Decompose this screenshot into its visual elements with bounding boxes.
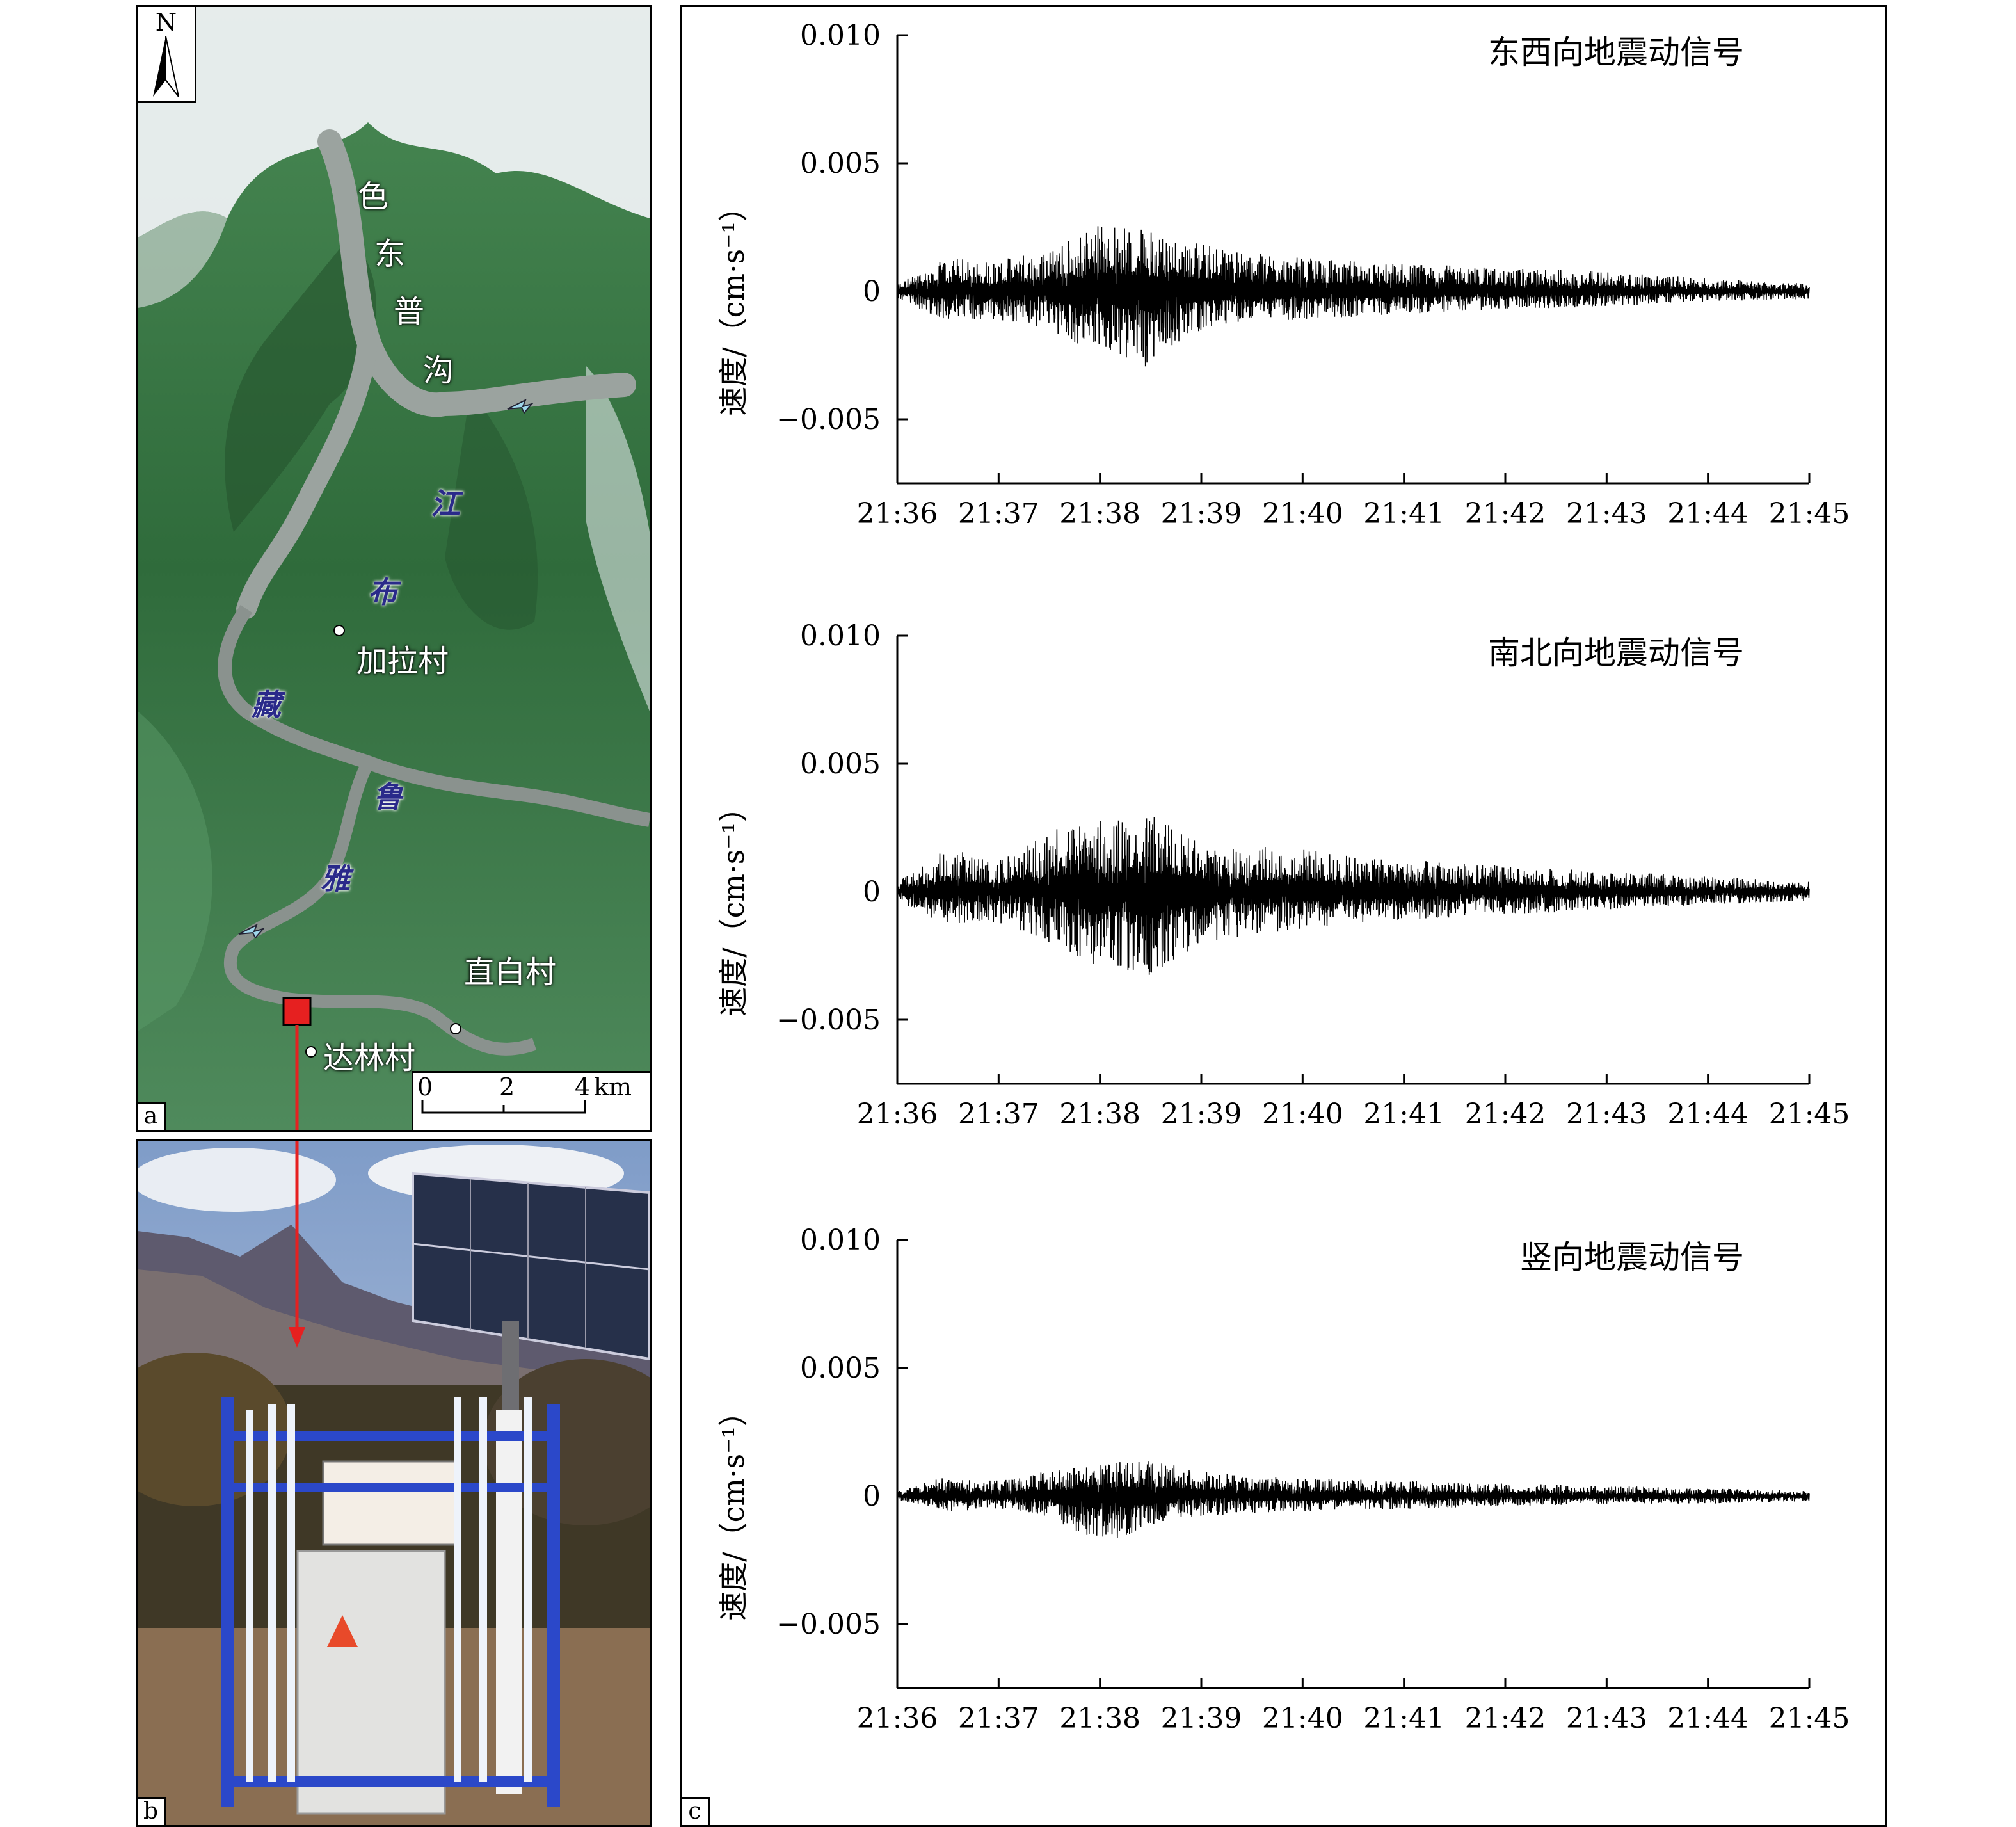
- seismic-charts: 0.010 0.005 0 −0.005 21:36 21:37 21:38 21:39 21:…: [716, 19, 1850, 1735]
- village-marker: [305, 1046, 317, 1058]
- velocity-trace: [897, 226, 1810, 367]
- x-tick-label: 21:37: [958, 497, 1039, 530]
- x-tick-label: 21:39: [1161, 497, 1242, 530]
- satellite-image: [138, 7, 650, 1130]
- velocity-trace: [897, 817, 1810, 975]
- gully-label: 东: [374, 236, 406, 272]
- x-tick-label: 21:42: [1465, 1098, 1546, 1131]
- x-tick-label: 21:37: [958, 1098, 1039, 1131]
- y-tick-label: 0.005: [800, 147, 881, 180]
- y-tick-label: 0.005: [800, 1352, 881, 1385]
- x-tick-label: 21:39: [1161, 1702, 1242, 1735]
- village-label: 加拉村: [356, 643, 449, 679]
- y-tick-label: −0.005: [776, 1004, 881, 1036]
- scale-tick-label: 4: [575, 1073, 591, 1101]
- scale-tick-label: 2: [499, 1073, 515, 1101]
- x-tick-label: 21:38: [1059, 1098, 1140, 1131]
- x-tick-label: 21:45: [1769, 497, 1850, 530]
- north-arrow: N: [138, 7, 196, 103]
- gully-label: 色: [358, 179, 389, 214]
- fence: [221, 1397, 560, 1807]
- y-axis-label: 速度/（cm·s⁻¹）: [716, 192, 751, 416]
- north-arrow-icon: [153, 36, 179, 97]
- x-tick-label: 21:36: [857, 1098, 938, 1131]
- x-tick-label: 21:44: [1667, 1702, 1748, 1735]
- x-tick-label: 21:40: [1262, 1702, 1343, 1735]
- village-marker: [333, 625, 345, 636]
- panel-letter: a: [138, 1102, 166, 1130]
- river-label: 鲁: [373, 780, 403, 814]
- y-tick-label: 0: [863, 275, 881, 308]
- x-tick-label: 21:45: [1769, 1702, 1850, 1735]
- flow-arrow-icon: [238, 923, 265, 939]
- warning-sign-icon: [327, 1615, 358, 1647]
- y-tick-label: −0.005: [776, 403, 881, 436]
- x-tick-label: 21:41: [1363, 1702, 1444, 1735]
- y-tick-label: 0.005: [800, 748, 881, 780]
- x-tick-label: 21:38: [1059, 1702, 1140, 1735]
- x-tick-label: 21:36: [857, 497, 938, 530]
- x-tick-label: 21:41: [1363, 497, 1444, 530]
- x-tick-label: 21:38: [1059, 497, 1140, 530]
- panel-letter: b: [138, 1797, 166, 1825]
- y-tick-label: 0: [863, 1480, 881, 1513]
- x-tick-label: 21:43: [1566, 497, 1647, 530]
- station-photo-panel: b: [136, 1139, 652, 1827]
- y-tick-label: 0.010: [800, 1224, 881, 1257]
- y-tick-label: −0.005: [776, 1608, 881, 1641]
- river-label: 雅: [321, 862, 350, 896]
- scale-tick-label: 0: [417, 1073, 433, 1101]
- gully-label: 沟: [423, 353, 454, 389]
- fence-bars: [246, 1397, 532, 1782]
- x-tick-label: 21:40: [1262, 497, 1343, 530]
- instrument-cabinet: [296, 1550, 446, 1815]
- scale-unit: km: [594, 1073, 632, 1101]
- x-tick-label: 21:43: [1566, 1098, 1647, 1131]
- x-tick-label: 21:36: [857, 1702, 938, 1735]
- y-axis-label: 速度/（cm·s⁻¹）: [716, 793, 751, 1017]
- seismic-signal-panel: 0.010 0.005 0 −0.005 21:36 21:37 21:38 21:39 21:…: [680, 5, 1887, 1827]
- x-tick-label: 21:44: [1667, 497, 1748, 530]
- chart-title: 东西向地震动信号: [1488, 34, 1744, 71]
- x-tick-label: 21:44: [1667, 1098, 1748, 1131]
- river-label: 布: [368, 575, 397, 609]
- x-tick-label: 21:42: [1465, 1702, 1546, 1735]
- velocity-trace: [897, 1461, 1810, 1538]
- station-photo: [138, 1141, 650, 1825]
- river-label: 江: [431, 487, 460, 521]
- village-marker: [450, 1023, 461, 1034]
- chart-title: 竖向地震动信号: [1520, 1239, 1744, 1276]
- x-tick-label: 21:42: [1465, 497, 1546, 530]
- solar-panel-icon: [412, 1171, 650, 1361]
- village-label: 直白村: [464, 954, 557, 990]
- x-tick-label: 21:40: [1262, 1098, 1343, 1131]
- north-label: N: [155, 8, 177, 36]
- x-tick-label: 21:45: [1769, 1098, 1850, 1131]
- x-tick-label: 21:41: [1363, 1098, 1444, 1131]
- x-tick-label: 21:43: [1566, 1702, 1647, 1735]
- y-axis-label: 速度/（cm·s⁻¹）: [716, 1397, 751, 1621]
- x-tick-label: 21:39: [1161, 1098, 1242, 1131]
- y-tick-label: 0: [863, 876, 881, 908]
- y-tick-label: 0.010: [800, 19, 881, 52]
- chart-title: 南北向地震动信号: [1488, 634, 1744, 672]
- panel-letter: c: [682, 1797, 710, 1825]
- station-sign: [322, 1460, 459, 1546]
- map-panel: N 色 东 普 沟 江 布 藏 鲁 雅 加拉村 直白村 达林村 0 2 4 km…: [136, 5, 652, 1132]
- y-tick-label: 0.010: [800, 620, 881, 652]
- river-label: 藏: [252, 688, 281, 722]
- station-marker: [282, 997, 312, 1026]
- village-label: 达林村: [323, 1040, 416, 1076]
- flow-arrow-icon: [507, 398, 534, 414]
- gully-label: 普: [394, 294, 425, 330]
- scale-bar: 0 2 4 km: [412, 1071, 650, 1130]
- x-tick-label: 21:37: [958, 1702, 1039, 1735]
